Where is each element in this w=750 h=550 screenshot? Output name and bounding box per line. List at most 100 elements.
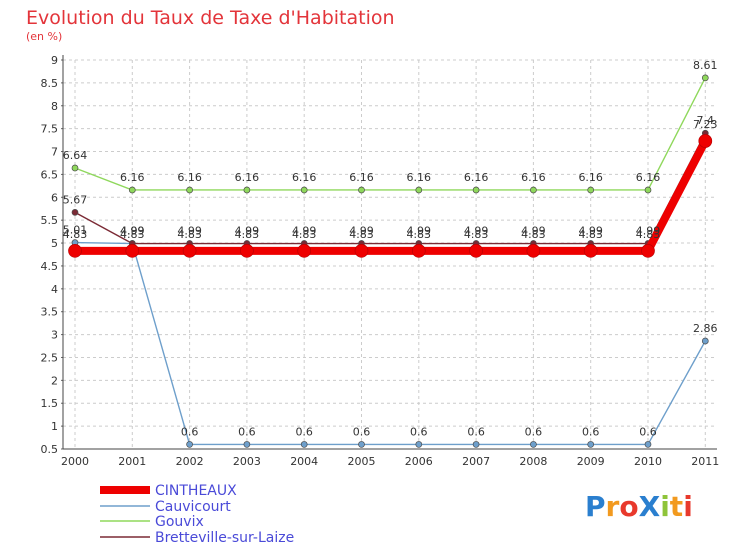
data-point xyxy=(358,441,365,448)
series-layer xyxy=(68,74,713,448)
data-point xyxy=(587,441,595,448)
x-tick-label: 2006 xyxy=(405,455,433,468)
data-point xyxy=(186,441,193,448)
data-label: 4.83 xyxy=(349,228,374,241)
data-label: 6.16 xyxy=(177,171,202,184)
data-label: 6.16 xyxy=(120,171,145,184)
data-label: 0.6 xyxy=(353,425,371,438)
data-label: 0.6 xyxy=(410,425,428,438)
series-line-0 xyxy=(71,137,710,255)
data-label: 6.16 xyxy=(636,171,661,184)
data-label: 0.6 xyxy=(467,425,485,438)
data-point xyxy=(128,186,136,194)
y-tick-label: 5.5 xyxy=(41,214,59,227)
data-label: 4.83 xyxy=(464,228,489,241)
data-label: 0.6 xyxy=(238,425,256,438)
data-point xyxy=(698,134,713,148)
data-label: 4.83 xyxy=(521,228,546,241)
data-label: 6.16 xyxy=(407,171,432,184)
data-point xyxy=(411,243,426,258)
data-point xyxy=(526,243,541,258)
label-layer: 5.01 4.99 0.6 0.6 0.6 0.6 0.6 0.6 0.6 0.6 0.6 2.86 6… xyxy=(63,59,718,439)
x-tick-label: 2000 xyxy=(61,455,89,468)
data-point xyxy=(701,74,709,82)
data-point xyxy=(240,243,254,258)
y-tick-label: 1.5 xyxy=(41,397,59,410)
x-tick-label: 2008 xyxy=(519,455,547,468)
data-label: 4.99 xyxy=(120,225,145,238)
data-label: 6.16 xyxy=(521,171,546,184)
chart-subtitle: (en %) xyxy=(26,30,62,43)
chart-title: Evolution du Taux de Taxe d'Habitation xyxy=(26,7,395,29)
data-point xyxy=(587,186,595,194)
y-tick-label: 0.5 xyxy=(41,443,59,456)
data-point xyxy=(583,243,598,258)
data-label: 8.61 xyxy=(693,59,718,72)
proxiti-logo: ProXiti xyxy=(585,490,693,523)
data-label: 4.99 xyxy=(292,225,317,238)
data-label: 4.99 xyxy=(120,225,145,238)
y-tick-label: 1 xyxy=(51,420,58,433)
data-point xyxy=(243,186,251,194)
legend-label: Bretteville-sur-Laize xyxy=(155,530,294,546)
data-label: 4.83 xyxy=(235,228,260,241)
data-label: 5.01 xyxy=(63,224,88,237)
data-point xyxy=(71,164,79,172)
data-label: 4.99 xyxy=(177,225,202,238)
data-label: 4.83 xyxy=(63,228,88,241)
x-tick-label: 2003 xyxy=(233,455,261,468)
data-point xyxy=(125,243,140,258)
data-label: 0.6 xyxy=(295,425,313,438)
data-point xyxy=(300,441,308,448)
data-label: 4.99 xyxy=(349,225,374,238)
data-label: 5.67 xyxy=(63,193,88,206)
data-label: 6.16 xyxy=(464,171,489,184)
data-label: 4.83 xyxy=(407,228,432,241)
legend-label: Cauvicourt xyxy=(155,499,231,515)
x-tick-label: 2004 xyxy=(290,455,318,468)
x-tick-label: 2001 xyxy=(118,455,146,468)
y-tick-label: 9 xyxy=(51,54,58,67)
data-point xyxy=(243,441,251,448)
data-point xyxy=(415,186,423,194)
y-tick-label: 7.5 xyxy=(41,123,59,136)
x-tick-label: 2010 xyxy=(634,455,662,468)
y-tick-label: 6.5 xyxy=(41,168,59,181)
legend-label: Gouvix xyxy=(155,514,204,530)
data-label: 4.83 xyxy=(578,228,603,241)
legend-label: CINTHEAUX xyxy=(155,483,237,499)
y-tick-label: 8.5 xyxy=(41,77,59,90)
data-label: 4.99 xyxy=(464,225,489,238)
x-tick-label: 2005 xyxy=(348,455,376,468)
data-label: 4.83 xyxy=(120,228,145,241)
data-label: 0.6 xyxy=(525,425,543,438)
data-point xyxy=(354,243,369,258)
series-line-1 xyxy=(74,241,706,446)
data-point xyxy=(641,243,655,258)
data-label: 4.99 xyxy=(636,225,661,238)
data-point xyxy=(472,441,480,448)
svg-text:ProXiti: ProXiti xyxy=(585,490,693,523)
x-tick-label: 2011 xyxy=(691,455,719,468)
legend: CINTHEAUXCauvicourtGouvixBretteville-sur… xyxy=(100,483,294,546)
y-tick-label: 8 xyxy=(51,100,58,113)
y-tick-label: 3.5 xyxy=(41,306,59,319)
data-point xyxy=(472,186,480,194)
data-point xyxy=(701,337,709,345)
data-label: 2.86 xyxy=(693,322,718,335)
data-label: 4.99 xyxy=(521,225,546,238)
series-line-3 xyxy=(74,132,706,245)
y-tick-label: 4.5 xyxy=(41,260,59,273)
data-label: 7.4 xyxy=(697,114,715,127)
data-label: 4.83 xyxy=(177,228,202,241)
data-label: 4.99 xyxy=(578,225,603,238)
data-label: 0.6 xyxy=(639,425,657,438)
y-tick-label: 4 xyxy=(51,283,58,296)
data-label: 6.16 xyxy=(292,171,317,184)
data-point xyxy=(469,243,483,258)
data-label: 6.16 xyxy=(578,171,603,184)
y-tick-label: 5 xyxy=(51,237,58,250)
data-point xyxy=(415,441,423,448)
